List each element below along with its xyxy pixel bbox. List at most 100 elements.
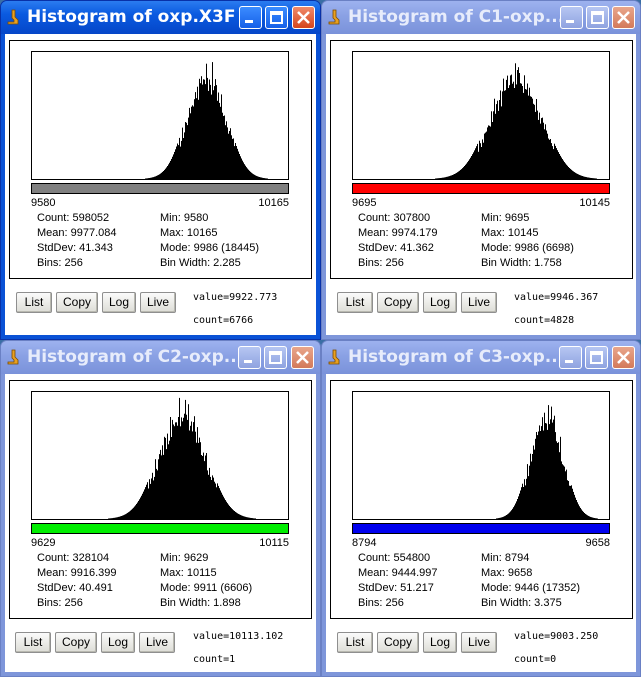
histogram-bin (530, 96, 531, 179)
histogram-bin (516, 501, 517, 519)
stat-mean: Mean: 9916.399 (37, 567, 117, 579)
window-title: Histogram of C1-oxp... (348, 7, 565, 27)
histogram-bin (120, 516, 121, 519)
live-button[interactable]: Live (139, 632, 175, 653)
histogram-bin (470, 157, 471, 179)
histogram-bin (591, 178, 592, 179)
histogram-bin (508, 513, 509, 519)
histogram-window-c1[interactable]: Histogram of C1-oxp... 9695 10145 Count:… (321, 0, 641, 340)
histogram-bin (159, 454, 160, 519)
histogram-bin (156, 468, 157, 519)
log-button[interactable]: Log (101, 632, 135, 653)
close-button[interactable] (291, 346, 314, 369)
title-bar[interactable]: Histogram of oxp.X3F (1, 1, 320, 34)
histogram-bin (201, 455, 202, 519)
histogram-bin (129, 511, 130, 519)
stat-count: Count: 328104 (37, 552, 110, 564)
list-button[interactable]: List (16, 292, 52, 313)
histogram-bin (455, 173, 456, 179)
histogram-bin (574, 494, 575, 519)
histogram-bin (218, 485, 219, 519)
histogram-bin (119, 516, 120, 519)
maximize-button[interactable] (586, 6, 609, 29)
stat-count: Count: 307800 (358, 212, 431, 224)
list-button[interactable]: List (15, 632, 51, 653)
histogram-bin (266, 178, 267, 179)
maximize-button[interactable] (585, 346, 608, 369)
histogram-bin (251, 518, 252, 519)
minimize-button[interactable] (559, 346, 582, 369)
histogram-bin (154, 176, 155, 179)
stat-max: Max: 9658 (481, 567, 533, 579)
close-button[interactable] (292, 6, 315, 29)
histogram-bin (468, 160, 469, 179)
histogram-bin (250, 517, 251, 519)
histogram-bin (532, 454, 533, 519)
histogram-bin (147, 482, 148, 519)
histogram-bin (251, 172, 252, 179)
title-bar[interactable]: Histogram of C2-oxp... (1, 341, 320, 374)
minimize-button[interactable] (560, 6, 583, 29)
histogram-bin (562, 464, 563, 519)
log-button[interactable]: Log (423, 292, 457, 313)
histogram-bin (440, 178, 441, 179)
stat-bin-width: Bin Width: 3.375 (481, 597, 562, 609)
close-button[interactable] (612, 346, 635, 369)
list-button[interactable]: List (337, 292, 373, 313)
histogram-bin (254, 174, 255, 179)
histogram-bin (466, 163, 467, 179)
close-button[interactable] (612, 6, 635, 29)
histogram-bin (252, 518, 253, 519)
histogram-bin (512, 83, 513, 179)
histogram-bin (498, 110, 499, 179)
histogram-bin (115, 517, 116, 519)
title-bar[interactable]: Histogram of C1-oxp... (322, 1, 640, 34)
copy-button[interactable]: Copy (377, 292, 419, 313)
histogram-window-c3[interactable]: Histogram of C3-oxp... 8794 9658 Count: … (321, 340, 641, 677)
copy-button[interactable]: Copy (377, 632, 419, 653)
histogram-bin (204, 79, 205, 179)
minimize-button[interactable] (238, 346, 261, 369)
histogram-bin (499, 100, 500, 179)
histogram-window-c2[interactable]: Histogram of C2-oxp... 9629 10115 Count:… (0, 340, 321, 677)
histogram-window-oxp[interactable]: Histogram of oxp.X3F 9580 10165 Count: 5… (0, 0, 321, 340)
live-button[interactable]: Live (461, 632, 497, 653)
list-button[interactable]: List (337, 632, 373, 653)
histogram-bin (194, 416, 195, 519)
histogram-bin (567, 480, 568, 519)
copy-button[interactable]: Copy (55, 632, 97, 653)
live-button[interactable]: Live (140, 292, 176, 313)
histogram-bin (463, 167, 464, 179)
histogram-bin (225, 125, 226, 179)
histogram-bin (154, 476, 155, 519)
histogram-bin (231, 508, 232, 519)
stat-bin-width: Bin Width: 1.898 (160, 597, 241, 609)
minimize-button[interactable] (239, 6, 262, 29)
log-button[interactable]: Log (102, 292, 136, 313)
histogram-bin (122, 515, 123, 519)
histogram-bin (170, 417, 171, 519)
log-button[interactable]: Log (423, 632, 457, 653)
histogram-bin (507, 75, 508, 179)
histogram-bin (166, 449, 167, 519)
copy-button[interactable]: Copy (56, 292, 98, 313)
histogram-bin (250, 171, 251, 179)
range-max-label: 9658 (585, 537, 610, 549)
histogram-bin (196, 98, 197, 179)
histogram-bin (261, 177, 262, 179)
range-min-label: 9580 (31, 197, 56, 209)
histogram-bin (168, 444, 169, 519)
stat-bin-width: Bin Width: 2.285 (160, 257, 241, 269)
title-bar[interactable]: Histogram of C3-oxp... (322, 341, 640, 374)
histogram-bin (564, 466, 565, 519)
histogram-bin (194, 99, 195, 179)
maximize-button[interactable] (265, 6, 288, 29)
histogram-bin (131, 509, 132, 519)
histogram-bin (161, 172, 162, 179)
histogram-bin (465, 164, 466, 179)
stat-max: Max: 10145 (481, 227, 539, 239)
live-button[interactable]: Live (461, 292, 497, 313)
maximize-button[interactable] (264, 346, 287, 369)
histogram-bin (136, 503, 137, 519)
histogram-bin (219, 102, 220, 179)
